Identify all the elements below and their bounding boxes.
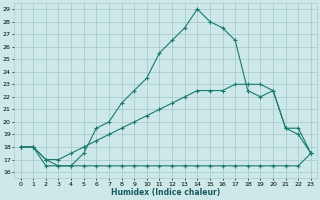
X-axis label: Humidex (Indice chaleur): Humidex (Indice chaleur) (111, 188, 220, 197)
